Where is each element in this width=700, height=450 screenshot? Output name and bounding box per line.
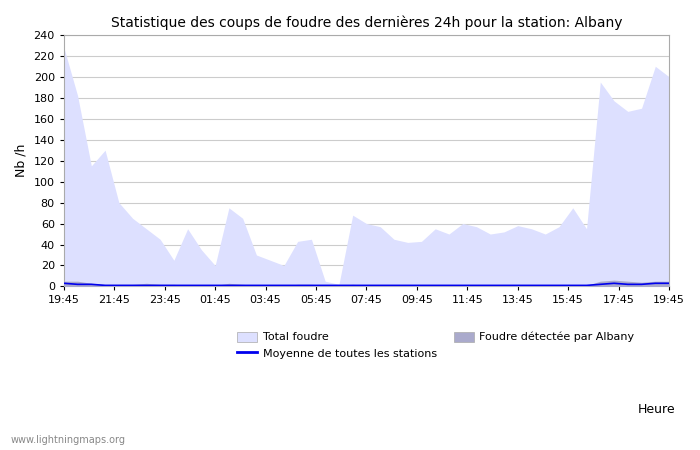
- Legend: Total foudre, Moyenne de toutes les stations, Foudre détectée par Albany: Total foudre, Moyenne de toutes les stat…: [233, 327, 638, 363]
- Text: Heure: Heure: [638, 403, 676, 416]
- Title: Statistique des coups de foudre des dernières 24h pour la station: Albany: Statistique des coups de foudre des dern…: [111, 15, 622, 30]
- Y-axis label: Nb /h: Nb /h: [15, 144, 28, 177]
- Text: www.lightningmaps.org: www.lightningmaps.org: [10, 435, 125, 445]
